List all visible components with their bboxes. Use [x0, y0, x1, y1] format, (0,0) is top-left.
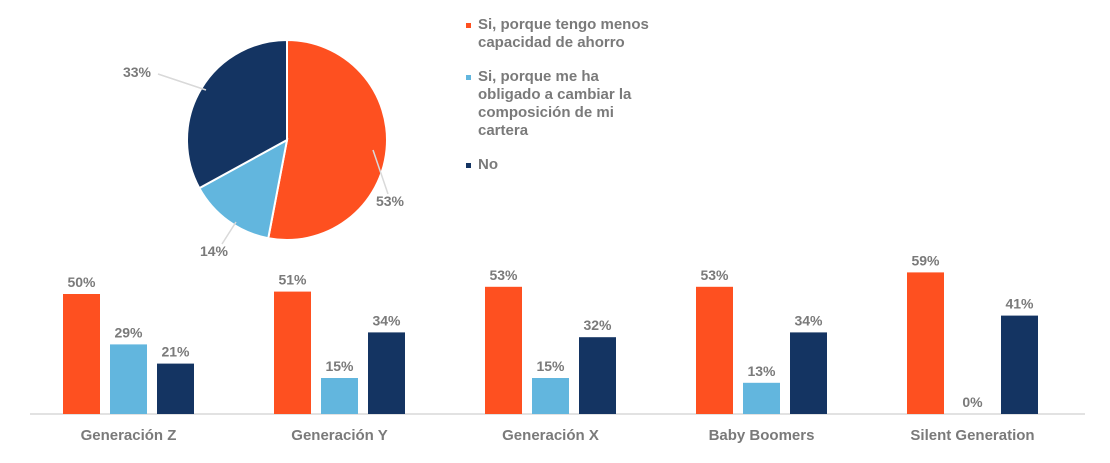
pie-chart: 53% 14% 33% [123, 38, 405, 259]
bar-4-1 [696, 286, 733, 414]
bar-2-2 [321, 378, 358, 414]
legend-item-3: No [466, 156, 656, 174]
bar-value-label-1-1: 50% [67, 274, 96, 290]
bar-5-3 [1001, 315, 1038, 414]
category-label-3: Generación X [502, 427, 599, 444]
pie-leader-line-3 [157, 73, 207, 91]
category-label-4: Baby Boomers [709, 427, 815, 444]
bar-1-3 [157, 363, 194, 414]
pie-slice-3 [186, 38, 288, 190]
bar-2-3 [368, 332, 405, 414]
legend-item-1: Si, porque tengo menos capacidad de ahor… [466, 16, 656, 52]
pie-value-label-3: 33% [123, 64, 152, 80]
bar-value-label-3-2: 15% [536, 358, 565, 374]
legend-swatch-3 [466, 163, 471, 168]
bar-4-2 [743, 382, 780, 414]
bar-value-label-4-3: 34% [794, 312, 823, 328]
legend-item-2: Si, porque me ha obligado a cambiar la c… [466, 68, 656, 140]
category-label-2: Generación Y [291, 427, 387, 444]
grouped-bar-chart: 50% 29% 21% Generación Z 51% 15% 34% Generación… [30, 252, 1085, 444]
bar-value-label-2-3: 34% [372, 312, 401, 328]
bar-value-label-5-2: 0% [962, 394, 983, 410]
pie-slice-1 [267, 38, 388, 241]
pie-slice-2 [198, 138, 289, 240]
chart-legend: Si, porque tengo menos capacidad de ahor… [466, 16, 656, 195]
legend-swatch-1 [466, 23, 471, 28]
pie-leader-line-1 [372, 149, 389, 195]
bar-value-label-4-2: 13% [747, 363, 776, 379]
bar-1-2 [110, 344, 147, 414]
legend-label-2: Si, porque me ha obligado a cambiar la c… [478, 68, 632, 139]
bar-value-label-1-3: 21% [161, 344, 190, 360]
pie-leader-line-2 [221, 221, 237, 245]
bar-1-1 [63, 294, 100, 414]
bar-value-label-4-1: 53% [700, 267, 729, 283]
pie-value-label-1: 53% [376, 193, 405, 209]
legend-label-1: Si, porque tengo menos capacidad de ahor… [478, 16, 649, 51]
bar-value-label-3-1: 53% [489, 267, 518, 283]
bar-5-1 [907, 272, 944, 414]
bar-value-label-1-2: 29% [114, 324, 143, 340]
bar-value-label-3-3: 32% [583, 317, 612, 333]
bar-4-3 [790, 332, 827, 414]
legend-swatch-2 [466, 75, 471, 80]
bar-value-label-2-1: 51% [278, 272, 307, 288]
legend-label-3: No [478, 156, 498, 173]
bar-value-label-2-2: 15% [325, 358, 354, 374]
bar-2-1 [274, 291, 311, 414]
bar-3-2 [532, 378, 569, 414]
bar-value-label-5-1: 59% [911, 252, 940, 268]
category-label-5: Silent Generation [910, 427, 1034, 444]
bar-value-label-5-3: 41% [1005, 296, 1034, 312]
category-label-1: Generación Z [81, 427, 177, 444]
bar-3-3 [579, 337, 616, 414]
bar-3-1 [485, 286, 522, 414]
pie-value-label-2: 14% [200, 243, 229, 259]
